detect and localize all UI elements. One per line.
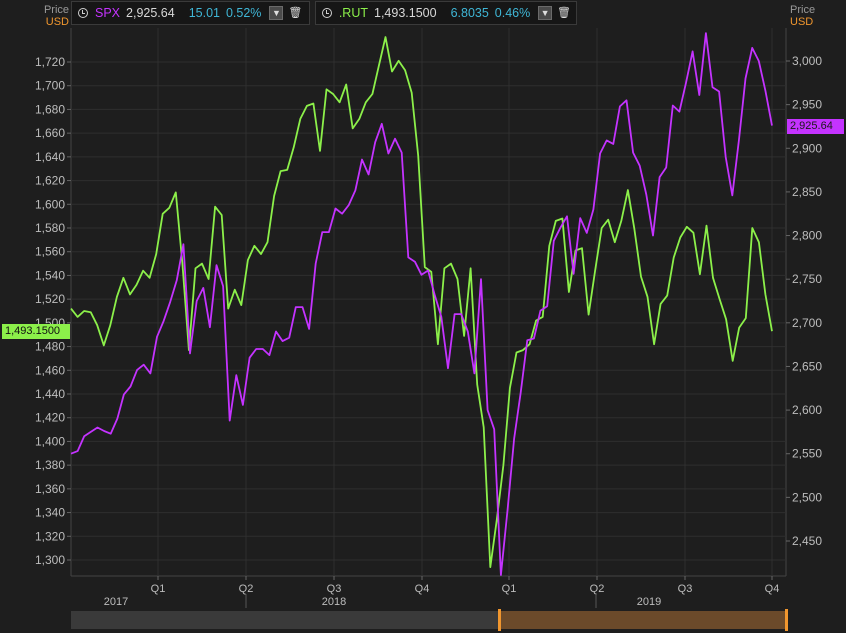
right-tick-label: 3,000 [792,54,822,68]
left-tick-label: 1,480 [35,340,65,354]
right-axis-label: Price [790,4,816,16]
quarter-label: Q2 [239,583,254,595]
left-tick-label: 1,680 [35,102,65,116]
series-lines [70,32,773,576]
right-axis-unit: USD [790,16,814,28]
legend-pct: 0.46% [494,6,531,20]
right-tick-label: 2,550 [792,447,822,461]
right-axis: 2,450 2,500 2,550 2,600 2,650 2,700 2,750 2,800… [786,54,822,548]
left-tick-label: 1,320 [35,529,65,543]
quarter-label: Q1 [151,583,166,595]
quarter-label: Q4 [415,583,430,595]
left-axis: 1,300 1,320 1,340 1,360 1,380 1,400 1,420 1,440… [35,55,71,567]
right-tick-label: 2,900 [792,141,822,155]
left-tick-label: 1,300 [35,553,65,567]
quarter-label: Q3 [678,583,693,595]
right-tick-label: 2,950 [792,98,822,112]
clock-icon[interactable] [78,8,88,18]
right-axis-header: Price USD [790,4,815,28]
right-tick-label: 2,750 [792,272,822,286]
right-tick-label: 2,800 [792,229,822,243]
legend-rut[interactable]: .RUT 1,493.1500 6.8035 0.46% ▼ 🗑 [315,1,577,25]
quarter-label: Q3 [327,583,342,595]
left-tick-label: 1,540 [35,268,65,282]
legend-last: 1,493.1500 [374,6,437,20]
left-tick-label: 1,560 [35,245,65,259]
year-label: 2018 [322,596,346,608]
legend-last: 2,925.64 [126,6,175,20]
navigator-right-handle[interactable] [785,609,788,631]
left-tick-label: 1,640 [35,150,65,164]
quarter-label: Q2 [590,583,605,595]
right-tick-label: 2,650 [792,359,822,373]
legend-spx[interactable]: SPX 2,925.64 15.01 0.52% ▼ 🗑 [71,1,310,25]
legend-symbol: SPX [95,6,121,20]
left-tick-label: 1,580 [35,221,65,235]
right-tick-label: 2,500 [792,490,822,504]
quarter-label: Q4 [765,583,780,595]
legend-change: 6.8035 [450,6,489,20]
left-axis-unit: USD [45,16,69,28]
chevron-down-icon[interactable]: ▼ [269,6,284,20]
left-tick-label: 1,520 [35,292,65,306]
left-tick-label: 1,340 [35,506,65,520]
left-tick-label: 1,460 [35,363,65,377]
right-tick-label: 2,700 [792,316,822,330]
chart-grid [70,28,787,577]
series-line-spx [70,32,773,576]
series-line-rut [70,36,773,568]
left-tick-label: 1,400 [35,434,65,448]
trash-icon[interactable]: 🗑 [288,7,303,19]
trash-icon[interactable]: 🗑 [557,7,571,19]
left-axis-label: Price [43,4,69,16]
left-tick-label: 1,700 [35,79,65,93]
navigator-left-handle[interactable] [498,609,501,631]
right-tick-label: 2,600 [792,403,822,417]
left-tick-label: 1,360 [35,482,65,496]
left-tick-label: 1,620 [35,174,65,188]
time-axis: Q1 Q2 Q3 Q4 Q1 Q2 Q3 Q4 2017 2018 2019 [104,576,780,608]
legend-change: 15.01 [188,6,220,20]
right-tick-label: 2,850 [792,185,822,199]
navigator-selection[interactable] [500,611,787,629]
chevron-down-icon[interactable]: ▼ [538,6,552,20]
rut-current-tag: 1,493.1500 [2,324,70,339]
legend-symbol: .RUT [338,6,368,20]
legend-pct: 0.52% [225,6,262,20]
left-tick-label: 1,420 [35,411,65,425]
year-label: 2017 [104,596,128,608]
right-tick-label: 2,450 [792,534,822,548]
left-tick-label: 1,720 [35,55,65,69]
left-tick-label: 1,660 [35,126,65,140]
quarter-label: Q1 [502,583,517,595]
left-tick-label: 1,380 [35,458,65,472]
year-label: 2019 [637,596,661,608]
left-tick-label: 1,440 [35,387,65,401]
left-axis-header: Price USD [41,4,69,28]
clock-icon[interactable] [322,8,332,18]
range-navigator[interactable] [71,609,788,631]
spx-current-tag: 2,925.64 [787,119,844,134]
left-tick-label: 1,600 [35,197,65,211]
